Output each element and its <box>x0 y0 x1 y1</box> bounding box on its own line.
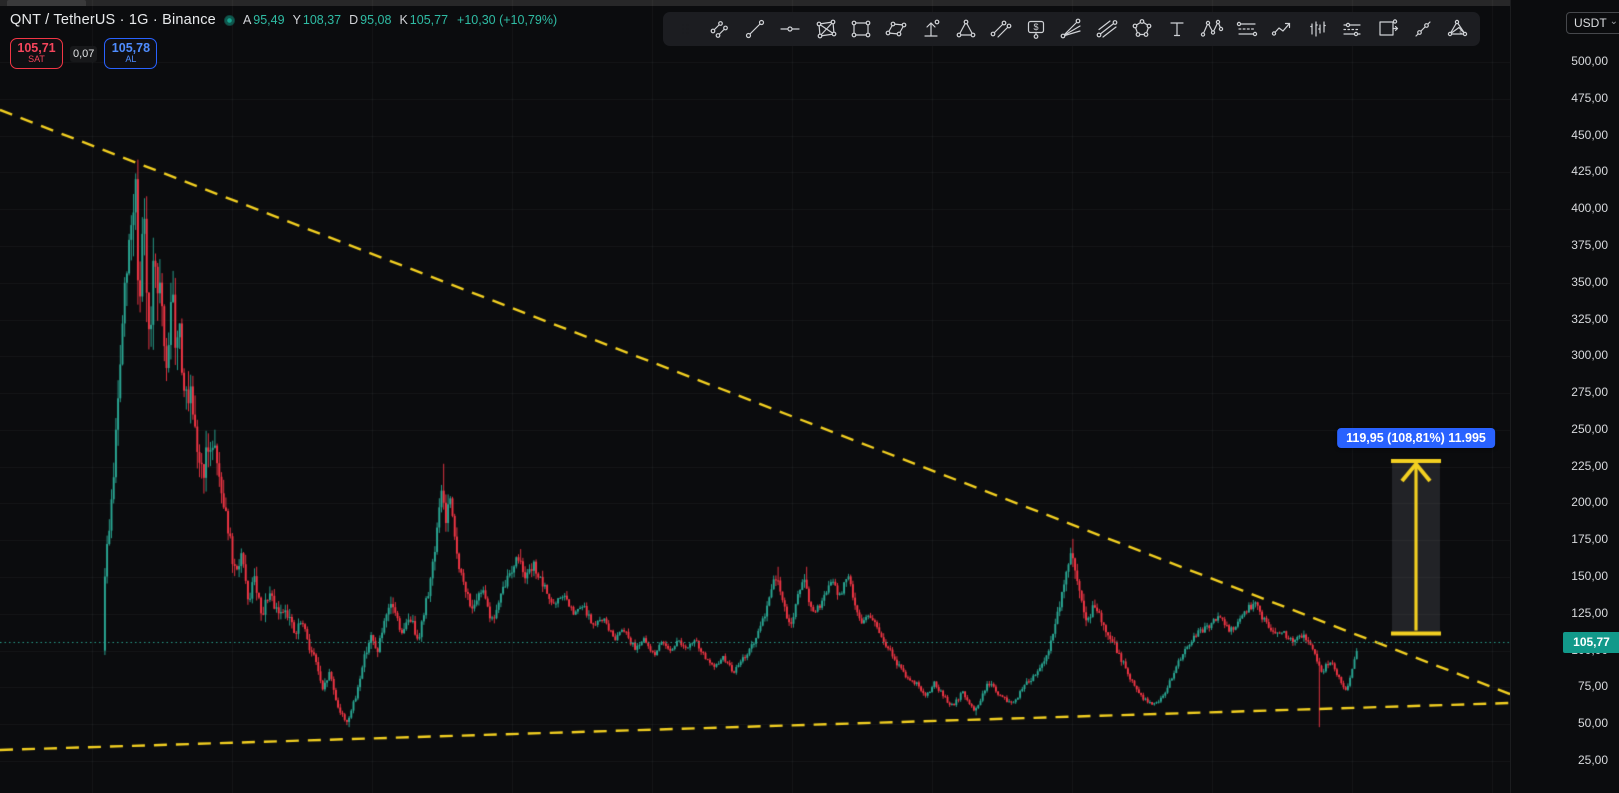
axis-tick: 475,00 <box>1571 90 1608 105</box>
spread-value: 0,07 <box>70 45 98 62</box>
axis-tick: 375,00 <box>1571 237 1608 252</box>
axis-tick: 200,00 <box>1571 495 1608 510</box>
buy-button[interactable]: 105,78 AL <box>104 38 158 69</box>
axis-tick: 400,00 <box>1571 201 1608 216</box>
axis-tick: 350,00 <box>1571 274 1608 289</box>
polygon-icon[interactable] <box>814 17 838 41</box>
price-range-icon[interactable] <box>919 17 943 41</box>
parallelogram-icon[interactable] <box>884 17 908 41</box>
measure-tool-label[interactable]: 119,95 (108,81%) 11.995 <box>1337 428 1495 448</box>
axis-tick: 250,00 <box>1571 421 1608 436</box>
ohlc-item-k: K 105,77 <box>399 13 449 27</box>
currency-label: USDT <box>1574 16 1607 30</box>
buy-price: 105,78 <box>111 41 151 56</box>
sell-price: 105,71 <box>17 41 56 56</box>
axis-tick: 150,00 <box>1571 569 1608 584</box>
axis-tick: 325,00 <box>1571 311 1608 326</box>
rectangle-icon[interactable] <box>849 17 873 41</box>
drag-handle-icon[interactable] <box>673 17 697 41</box>
axis-tick: 125,00 <box>1571 605 1608 620</box>
axis-tick: 450,00 <box>1571 127 1608 142</box>
chevron-down-icon: ⌄ <box>1609 16 1619 27</box>
axis-tick: 275,00 <box>1571 385 1608 400</box>
parallel-channel-icon[interactable] <box>989 17 1013 41</box>
text-icon[interactable] <box>1165 17 1189 41</box>
axis-tick: 300,00 <box>1571 348 1608 363</box>
market-status-dot-icon <box>224 15 234 25</box>
zigzag-arrow-icon[interactable] <box>1270 17 1294 41</box>
ohlc-item-a: A 95,49 <box>242 13 285 27</box>
pitchfork-icon[interactable] <box>1095 17 1119 41</box>
price-change-text: +10,30 (+10,79%) <box>457 13 558 27</box>
axis-tick: 500,00 <box>1571 54 1608 68</box>
price-axis[interactable]: 25,0050,0075,00100,00125,00150,00175,002… <box>1510 0 1619 793</box>
cypher-pattern-icon[interactable]: c <box>1446 17 1470 41</box>
ohlc-item-y: Y 108,37 <box>292 13 342 27</box>
bars-pattern-icon[interactable] <box>1305 17 1329 41</box>
symbol-title[interactable]: QNT / TetherUS · 1G · Binance <box>10 12 216 28</box>
axis-tick: 50,00 <box>1577 716 1608 731</box>
sell-label: SAT <box>28 54 45 65</box>
xabcd-pattern-icon[interactable] <box>1200 17 1224 41</box>
node-pattern-icon[interactable] <box>1130 17 1154 41</box>
drawing-toolbar: $ c <box>663 12 1480 46</box>
axis-tick: 175,00 <box>1571 532 1608 547</box>
cross-trend-lines-icon[interactable] <box>708 17 732 41</box>
horizontal-line-icon[interactable] <box>778 17 802 41</box>
horizontal-channel-icon[interactable] <box>1340 17 1364 41</box>
axis-tick: 225,00 <box>1571 458 1608 473</box>
regression-channel-icon[interactable] <box>1235 17 1259 41</box>
buy-label: AL <box>125 54 137 65</box>
axis-tick: 25,00 <box>1577 753 1608 767</box>
symbol-header: QNT / TetherUS · 1G · Binance A 95,49 Y 108… <box>10 12 557 28</box>
price-chart-canvas[interactable] <box>0 0 1510 793</box>
ohlc-item-d: D 95,08 <box>349 13 392 27</box>
date-price-range-icon[interactable] <box>1376 17 1400 41</box>
fan-lines-icon[interactable] <box>1059 17 1083 41</box>
svg-text:c: c <box>1459 30 1462 36</box>
price-label-icon[interactable]: $ <box>1024 17 1048 41</box>
ray-line-icon[interactable] <box>1411 17 1435 41</box>
currency-selector-button[interactable]: USDT ⌄ <box>1566 12 1619 34</box>
sell-button[interactable]: 105,71 SAT <box>10 38 63 69</box>
ohlc-readout: A 95,49 Y 108,37 D 95,08 K 105,77 <box>243 13 448 27</box>
trade-buttons-row: 105,71 SAT 0,07 105,78 AL <box>10 38 158 69</box>
trend-line-icon[interactable] <box>743 17 767 41</box>
triangle-pattern-icon[interactable] <box>954 17 978 41</box>
current-price-label: 105,77 <box>1563 631 1619 653</box>
axis-tick: 75,00 <box>1577 679 1608 694</box>
svg-text:$: $ <box>1034 22 1039 32</box>
axis-tick: 425,00 <box>1571 164 1608 179</box>
